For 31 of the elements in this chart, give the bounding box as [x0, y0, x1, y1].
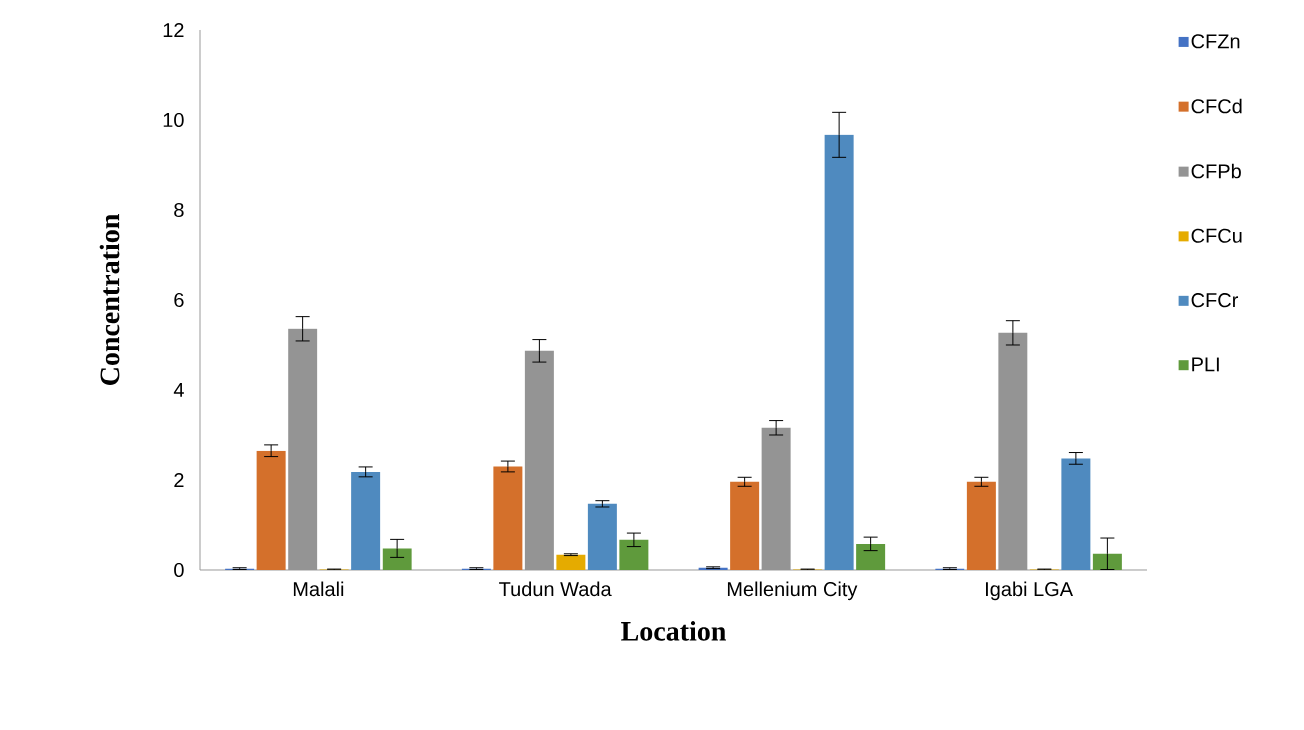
- bar: [587, 503, 617, 570]
- bar: [256, 450, 286, 570]
- bar: [556, 554, 586, 570]
- legend-label: CFZn: [1191, 34, 1240, 49]
- x-tick-label: Malali: [293, 581, 344, 597]
- bar: [856, 543, 886, 570]
- y-tick-label: 6: [174, 292, 184, 308]
- y-tick-label: 2: [174, 473, 184, 487]
- x-tick-label: Mellenium City: [727, 581, 858, 601]
- bar: [1061, 458, 1091, 570]
- legend-label: PLI: [1192, 357, 1219, 372]
- y-tick-label: 10: [163, 112, 184, 128]
- legend-label: CFPb: [1191, 163, 1241, 179]
- bar: [382, 548, 412, 570]
- y-tick-label: 8: [174, 202, 184, 218]
- legend-label: CFCu: [1191, 228, 1242, 243]
- bar: [493, 466, 523, 570]
- bar: [966, 481, 996, 570]
- bar: [730, 481, 760, 570]
- x-tick-label: Igabi LGA: [986, 581, 1074, 601]
- x-axis-title: Location: [621, 621, 726, 641]
- y-tick-label: 4: [173, 383, 184, 397]
- legend-label: CFCr: [1191, 293, 1239, 308]
- bar: [619, 539, 649, 570]
- x-tick-label: Tudun Wada: [499, 581, 612, 597]
- bar: [824, 134, 854, 570]
- bar: [351, 471, 381, 570]
- y-tick-label: 12: [163, 23, 184, 37]
- y-tick-label: 0: [174, 562, 184, 578]
- legend-label: CFCd: [1191, 98, 1242, 114]
- y-axis-title: Concentration: [99, 214, 120, 385]
